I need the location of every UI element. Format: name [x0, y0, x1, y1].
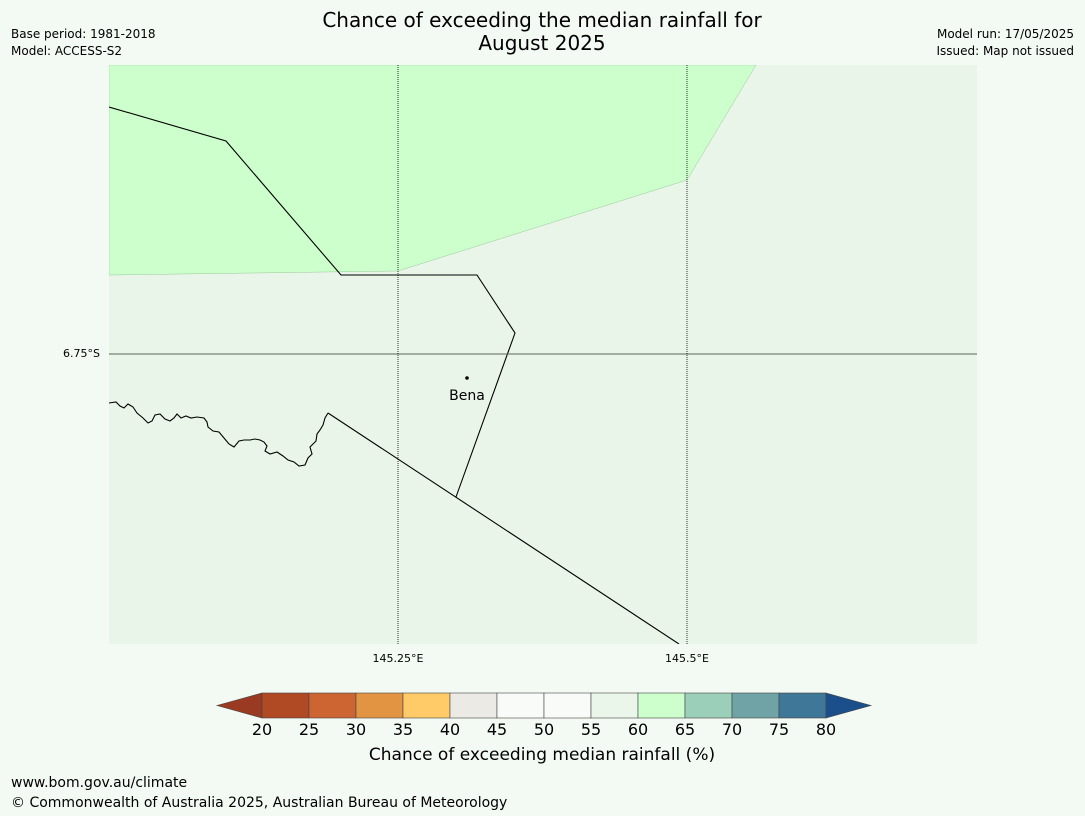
colorbar-tick-label: 25: [298, 720, 320, 739]
colorbar-segment: [590, 692, 639, 719]
map-title-line1: Chance of exceeding the median rainfall …: [322, 8, 762, 32]
colorbar-segment: [637, 692, 686, 719]
colorbar-tick-label: 60: [627, 720, 649, 739]
colorbar-tick-label: 65: [674, 720, 696, 739]
colorbar-tick-label: 80: [815, 720, 837, 739]
colorbar-tick-label: 75: [768, 720, 790, 739]
colorbar-segment: [261, 692, 310, 719]
model-run-text: Model run: 17/05/2025: [936, 27, 1074, 41]
bena-marker: [465, 376, 469, 380]
colorbar-tick-label: 70: [721, 720, 743, 739]
colorbar-segment: [496, 692, 545, 719]
colorbar-segment: [308, 692, 357, 719]
footer-copyright: © Commonwealth of Australia 2025, Austra…: [11, 795, 508, 811]
colorbar-over-arrow: [825, 692, 873, 719]
colorbar-segment: [449, 692, 498, 719]
colorbar-tick-label: 30: [345, 720, 367, 739]
region-60-65: [109, 65, 757, 276]
colorbar-tick-label: 45: [486, 720, 508, 739]
place-label-bena: Bena: [449, 388, 485, 404]
colorbar-title: Chance of exceeding median rainfall (%): [368, 745, 716, 765]
longitude-label-145-5: 145.5°E: [665, 652, 709, 665]
colorbar-segment: [778, 692, 827, 719]
colorbar-segment: [543, 692, 592, 719]
latitude-label: 6.75°S: [63, 347, 100, 360]
colorbar-tick-label: 20: [251, 720, 273, 739]
coastline: [109, 401, 329, 467]
model-text: Model: ACCESS-S2: [11, 44, 123, 58]
colorbar-segment: [355, 692, 404, 719]
colorbar-tick-label: 50: [533, 720, 555, 739]
colorbar-segment: [731, 692, 780, 719]
colorbar-tick-label: 55: [580, 720, 602, 739]
province-boundary: [109, 106, 516, 498]
colorbar: [215, 692, 873, 719]
colorbar-tick-label: 35: [392, 720, 414, 739]
colorbar-segment: [402, 692, 451, 719]
colorbar-under-arrow: [215, 692, 263, 719]
footer-url: www.bom.gov.au/climate: [11, 775, 188, 791]
map-title-line2: August 2025: [478, 31, 606, 55]
base-period-text: Base period: 1981-2018: [11, 27, 156, 41]
colorbar-segment: [684, 692, 733, 719]
colorbar-tick-label: 40: [439, 720, 461, 739]
issued-text: Issued: Map not issued: [936, 44, 1074, 58]
province-boundary-south: [327, 412, 680, 644]
longitude-label-145-25: 145.25°E: [372, 652, 424, 665]
